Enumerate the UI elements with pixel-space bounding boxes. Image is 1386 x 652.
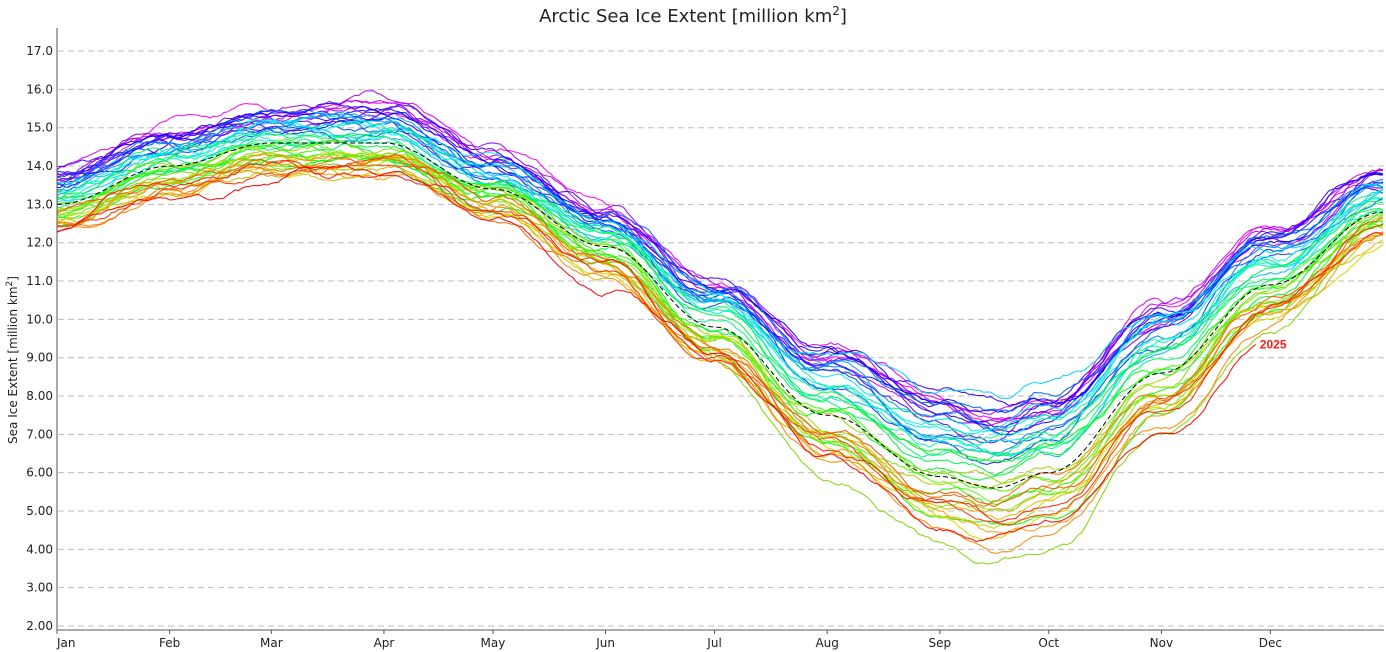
x-tick-label: Sep <box>928 636 951 650</box>
y-tick-label: 13.0 <box>26 197 53 211</box>
y-tick-label: 6.00 <box>26 466 53 480</box>
series-line-2018 <box>56 165 1384 513</box>
series-line-2021 <box>56 156 1384 508</box>
chart-title: Arctic Sea Ice Extent [million km2] <box>539 4 847 27</box>
y-tick-label: 8.00 <box>26 389 53 403</box>
y-tick-label: 12.0 <box>26 236 53 250</box>
x-tick-label: Feb <box>159 636 180 650</box>
y-tick-label: 17.0 <box>26 44 53 58</box>
series-line-2004 <box>56 142 1384 476</box>
series-line-2003 <box>56 132 1384 463</box>
annotation-2025: 2025 <box>1260 337 1287 351</box>
y-tick-label: 7.00 <box>26 427 53 441</box>
series-line-2012 <box>56 152 1384 565</box>
series-line-2008 <box>56 144 1384 506</box>
reference-mean-line <box>56 142 1384 489</box>
series-line-1991 <box>56 120 1384 445</box>
series-line-1998 <box>56 118 1384 437</box>
series-line-2022 <box>56 158 1384 508</box>
x-tick-label: Apr <box>374 636 395 650</box>
x-axis-ticks: Jan Feb Mar Apr May Jun Jul Aug Sep Oct Nov Dec <box>56 630 1282 650</box>
series-line-2020 <box>56 153 1384 554</box>
series-line-2013 <box>56 138 1384 484</box>
series-line-2024 <box>56 159 1384 523</box>
series-line-2016 <box>56 157 1384 541</box>
series-lines <box>56 90 1384 565</box>
series-line-1987 <box>56 108 1384 428</box>
series-line-2019 <box>56 163 1384 534</box>
y-tick-label: 14.0 <box>26 159 53 173</box>
gridlines <box>58 50 1384 627</box>
series-line-1983 <box>56 105 1384 425</box>
series-line-1992 <box>56 108 1384 412</box>
x-tick-label: Aug <box>815 636 838 650</box>
y-axis-ticks: 17.0 16.0 15.0 14.0 13.0 12.0 11.0 10.0 9.00 8.00… <box>26 44 53 633</box>
y-tick-label: 11.0 <box>26 274 53 288</box>
series-line-1979 <box>56 102 1384 422</box>
y-axis-label: Sea Ice Extent [million km2] <box>5 276 20 444</box>
series-line-1980 <box>57 99 1384 421</box>
y-tick-label: 9.00 <box>26 351 53 365</box>
series-line-1985 <box>56 112 1384 444</box>
series-line-2023 <box>57 153 1384 526</box>
y-tick-label: 5.00 <box>26 504 53 518</box>
x-tick-label: Jul <box>706 636 721 650</box>
series-line-2005 <box>56 139 1384 481</box>
y-tick-label: 10.0 <box>26 312 53 326</box>
series-line-2014 <box>56 152 1384 489</box>
y-tick-label: 16.0 <box>26 82 53 96</box>
series-line-2025 <box>56 165 1257 543</box>
series-line-2015 <box>56 146 1384 529</box>
x-tick-label: Nov <box>1150 636 1173 650</box>
y-tick-label: 3.00 <box>26 581 53 595</box>
series-line-2002 <box>56 138 1384 458</box>
series-line-1990 <box>56 126 1384 465</box>
x-tick-label: Dec <box>1259 636 1282 650</box>
x-tick-label: Oct <box>1038 636 1059 650</box>
x-tick-label: Jun <box>595 636 615 650</box>
series-line-1999 <box>56 129 1384 446</box>
y-tick-label: 2.00 <box>26 619 53 633</box>
x-tick-label: May <box>481 636 506 650</box>
x-tick-label: Mar <box>260 636 283 650</box>
x-tick-label: Jan <box>56 636 76 650</box>
y-tick-label: 15.0 <box>26 121 53 135</box>
series-line-1995 <box>56 120 1384 457</box>
series-line-2011 <box>56 155 1384 511</box>
y-tick-label: 4.00 <box>26 542 53 556</box>
series-line-2017 <box>56 169 1384 520</box>
series-line-1981 <box>56 99 1384 416</box>
